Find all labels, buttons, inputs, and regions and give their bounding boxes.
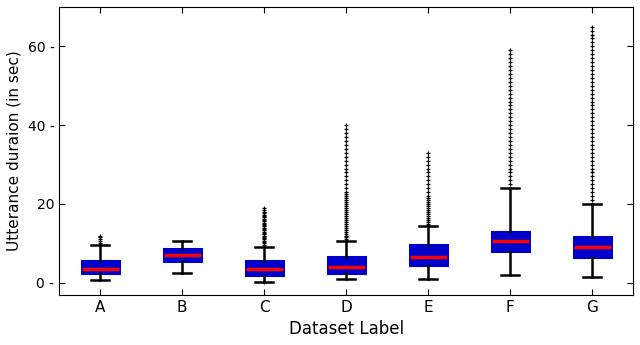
PathPatch shape (82, 261, 118, 273)
Y-axis label: Utterance duraion (in sec): Utterance duraion (in sec) (7, 50, 22, 251)
PathPatch shape (246, 261, 283, 275)
PathPatch shape (328, 257, 365, 273)
PathPatch shape (164, 249, 201, 261)
PathPatch shape (573, 237, 611, 257)
X-axis label: Dataset Label: Dataset Label (289, 320, 404, 338)
PathPatch shape (410, 245, 447, 265)
PathPatch shape (492, 231, 529, 251)
